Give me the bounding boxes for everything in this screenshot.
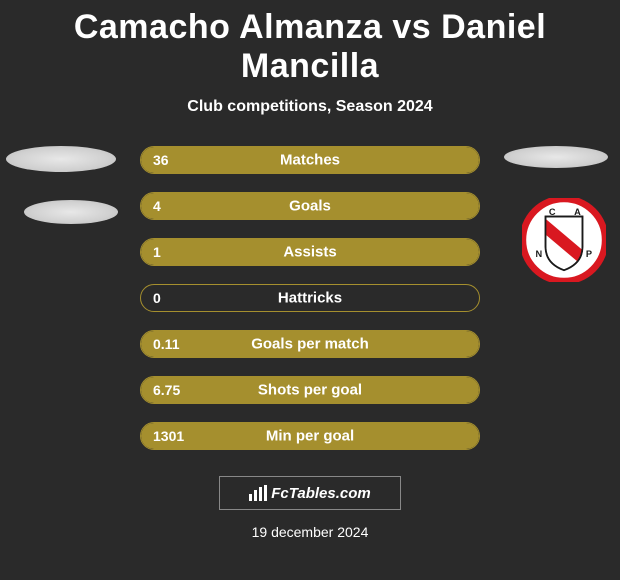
stat-value: 36 [153, 152, 169, 168]
subtitle: Club competitions, Season 2024 [0, 98, 620, 116]
stat-label: Shots per goal [258, 382, 362, 399]
brand-text: FcTables.com [271, 485, 370, 502]
svg-text:A: A [574, 207, 581, 217]
svg-text:C: C [549, 207, 556, 217]
stat-row: 0 Hattricks [140, 284, 480, 312]
stat-row: 6.75 Shots per goal [140, 376, 480, 404]
stat-row: 1301 Min per goal [140, 422, 480, 450]
date-text: 19 december 2024 [0, 524, 620, 540]
stat-row: 36 Matches [140, 146, 480, 174]
stat-row: 0.11 Goals per match [140, 330, 480, 358]
player-avatar-placeholder [24, 200, 118, 224]
stat-value: 0.11 [153, 336, 179, 352]
stat-label: Hattricks [278, 290, 342, 307]
stat-value: 1301 [153, 428, 184, 444]
stat-label: Goals [289, 198, 331, 215]
svg-text:N: N [535, 249, 542, 259]
stat-value: 6.75 [153, 382, 180, 398]
stat-label: Matches [280, 152, 340, 169]
stat-value: 1 [153, 244, 161, 260]
club-badge-icon: C A N P [522, 198, 606, 282]
stat-label: Goals per match [251, 336, 369, 353]
stat-row: 1 Assists [140, 238, 480, 266]
comparison-panel: C A N P 36 Matches 4 Goals 1 Assists 0 Hattrick… [0, 146, 620, 450]
stat-label: Min per goal [266, 428, 354, 445]
brand-box: FcTables.com [219, 476, 401, 510]
player-avatar-placeholder [504, 146, 608, 168]
stat-value: 4 [153, 198, 161, 214]
stat-value: 0 [153, 290, 161, 306]
page-title: Camacho Almanza vs Daniel Mancilla [0, 8, 620, 86]
svg-text:P: P [586, 249, 592, 259]
player-avatar-placeholder [6, 146, 116, 172]
stat-label: Assists [283, 244, 336, 261]
stats-bar-list: 36 Matches 4 Goals 1 Assists 0 Hattricks 0.11 Goa… [140, 146, 480, 450]
bars-icon [249, 485, 267, 501]
stat-row: 4 Goals [140, 192, 480, 220]
